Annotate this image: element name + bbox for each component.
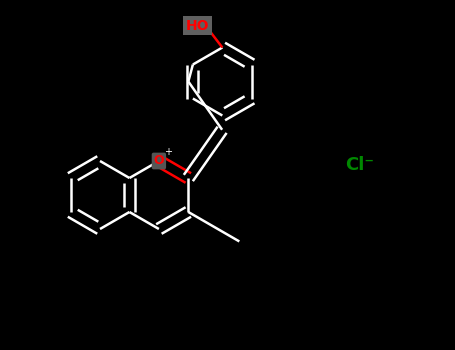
Text: HO: HO [186,19,209,33]
Text: +: + [164,147,172,157]
Text: O: O [154,154,164,168]
Text: Cl⁻: Cl⁻ [345,156,374,174]
